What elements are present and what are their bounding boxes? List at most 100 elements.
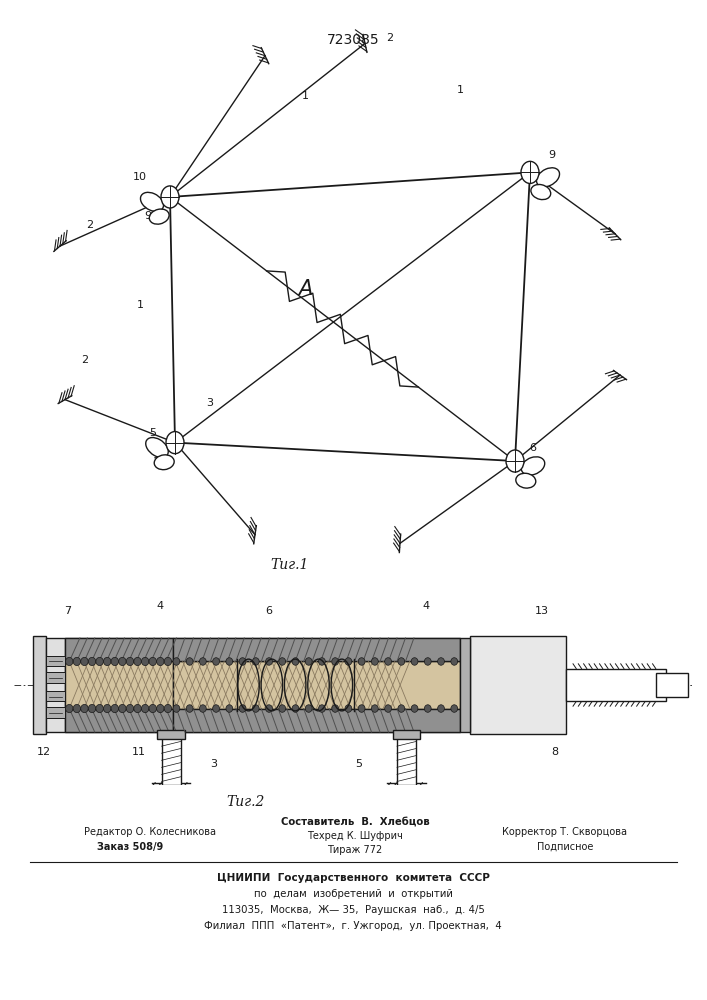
Text: 1: 1 (457, 85, 464, 95)
Circle shape (199, 658, 206, 665)
Circle shape (141, 704, 149, 713)
Circle shape (88, 657, 95, 666)
Circle shape (385, 705, 392, 712)
Text: 9: 9 (549, 150, 556, 160)
Circle shape (398, 705, 404, 712)
Circle shape (186, 658, 193, 665)
Text: Подписное: Подписное (537, 842, 593, 852)
Text: 6: 6 (530, 443, 537, 453)
Bar (46, 691, 65, 701)
Text: 10: 10 (153, 457, 167, 467)
Bar (656, 673, 687, 697)
Text: 2: 2 (86, 220, 93, 230)
Circle shape (506, 450, 524, 472)
Ellipse shape (146, 438, 168, 457)
Circle shape (134, 704, 141, 713)
Text: по  делам  изобретений  и  открытий: по делам изобретений и открытий (254, 889, 452, 899)
Bar (65, 709, 173, 732)
Circle shape (332, 705, 339, 712)
Bar (157, 730, 185, 739)
Bar (460, 638, 470, 732)
Text: ЦНИИПИ  Государственного  комитета  СССР: ЦНИИПИ Государственного комитета СССР (216, 873, 489, 883)
Text: 3: 3 (206, 398, 214, 408)
Bar (65, 661, 173, 709)
Circle shape (292, 658, 299, 665)
Circle shape (226, 705, 233, 712)
Circle shape (266, 658, 272, 665)
Text: Τиг.1: Τиг.1 (271, 558, 309, 572)
Circle shape (345, 705, 352, 712)
Ellipse shape (141, 192, 163, 211)
Text: 9: 9 (144, 211, 151, 221)
Circle shape (239, 705, 246, 712)
Circle shape (292, 705, 299, 712)
Text: 5: 5 (149, 428, 156, 438)
Bar (470, 636, 566, 734)
Bar (393, 730, 420, 739)
Circle shape (88, 704, 95, 713)
Text: 11: 11 (132, 747, 146, 757)
Text: 12: 12 (37, 747, 51, 757)
Text: 5: 5 (356, 759, 362, 769)
Circle shape (173, 705, 180, 712)
Circle shape (411, 658, 418, 665)
Bar (33, 636, 46, 734)
Circle shape (424, 658, 431, 665)
Ellipse shape (531, 184, 551, 200)
Circle shape (66, 657, 73, 666)
Text: Заказ 508/9: Заказ 508/9 (97, 842, 163, 852)
Circle shape (305, 658, 312, 665)
Circle shape (438, 658, 445, 665)
Bar (162, 732, 181, 785)
Ellipse shape (154, 455, 174, 470)
Circle shape (438, 705, 445, 712)
Bar (65, 638, 173, 661)
Circle shape (66, 704, 73, 713)
Circle shape (119, 704, 126, 713)
Circle shape (319, 658, 325, 665)
Circle shape (239, 658, 246, 665)
Circle shape (358, 705, 365, 712)
Bar (397, 732, 416, 785)
Circle shape (111, 657, 119, 666)
Text: 723085: 723085 (327, 33, 380, 47)
Circle shape (134, 657, 141, 666)
Circle shape (332, 658, 339, 665)
Text: Τиг.2: Τиг.2 (226, 795, 264, 809)
Circle shape (371, 705, 378, 712)
Bar (173, 661, 460, 709)
Circle shape (149, 657, 156, 666)
Circle shape (213, 705, 219, 712)
Text: 6: 6 (265, 606, 272, 616)
Circle shape (424, 705, 431, 712)
Text: Техред К. Шуфрич: Техред К. Шуфрич (307, 831, 403, 841)
Circle shape (371, 658, 378, 665)
Text: 4: 4 (157, 601, 164, 611)
Text: 113035,  Москва,  Ж— 35,  Раушская  наб.,  д. 4/5: 113035, Москва, Ж— 35, Раушская наб., д.… (221, 905, 484, 915)
Bar (566, 669, 667, 701)
Circle shape (73, 657, 81, 666)
Circle shape (127, 704, 134, 713)
Circle shape (385, 658, 392, 665)
Circle shape (305, 705, 312, 712)
Text: Составитель  В.  Хлебцов: Составитель В. Хлебцов (281, 817, 429, 827)
Text: Филиал  ППП  «Патент»,  г. Ужгород,  ул. Проектная,  4: Филиал ППП «Патент», г. Ужгород, ул. Про… (204, 921, 502, 931)
Bar (173, 709, 460, 732)
Circle shape (411, 705, 418, 712)
Ellipse shape (149, 209, 169, 224)
Circle shape (164, 704, 172, 713)
Text: Редактор О. Колесникова: Редактор О. Колесникова (84, 827, 216, 837)
Bar (173, 638, 460, 732)
Circle shape (81, 657, 88, 666)
Circle shape (266, 705, 272, 712)
Circle shape (103, 657, 111, 666)
Ellipse shape (521, 457, 544, 475)
Circle shape (81, 704, 88, 713)
Circle shape (161, 186, 179, 208)
Text: 10: 10 (133, 172, 147, 182)
Circle shape (358, 658, 365, 665)
Circle shape (149, 704, 156, 713)
Text: 13: 13 (535, 606, 549, 616)
Bar (173, 638, 460, 661)
Circle shape (103, 704, 111, 713)
